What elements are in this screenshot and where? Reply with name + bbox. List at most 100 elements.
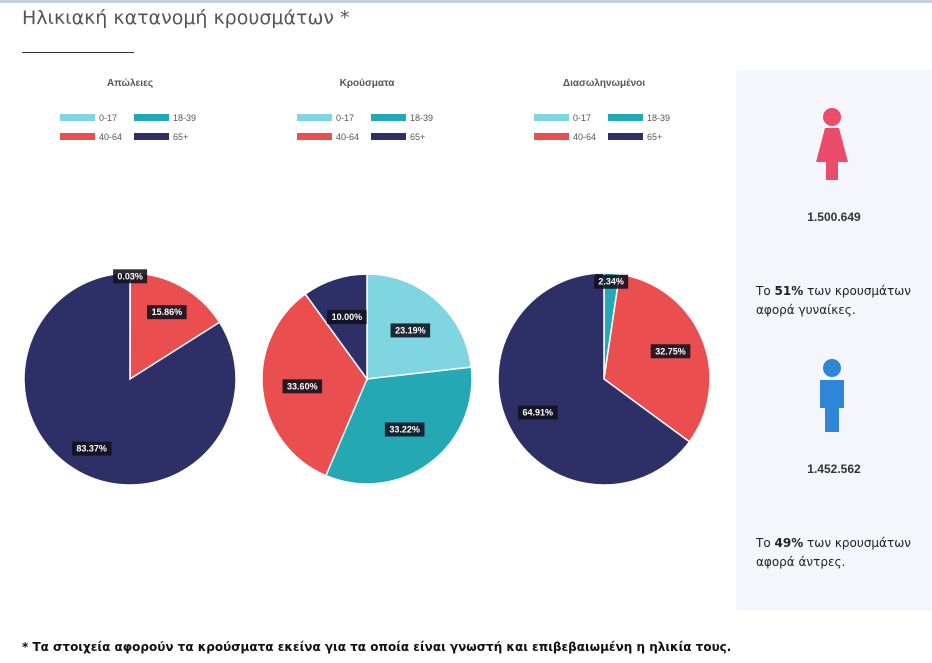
legend-item-40-64[interactable]: 40-64	[60, 132, 126, 142]
female-icon-body	[816, 128, 848, 180]
legend-item-18-39[interactable]: 18-39	[134, 113, 200, 123]
female-percent: 51%	[774, 284, 804, 298]
slice-label-text: 33.22%	[389, 424, 420, 434]
male-desc-suffix: των κρουσμάτων αφορά άντρες.	[756, 536, 911, 569]
legend-swatch	[297, 133, 332, 140]
slice-label-text: 2.34%	[598, 277, 624, 287]
legend-swatch	[608, 114, 643, 121]
legend-label: 65+	[410, 131, 426, 142]
male-description: Το 49% των κρουσμάτων αφορά άντρες.	[756, 534, 926, 572]
male-percent: 49%	[774, 536, 804, 550]
legend-label: 65+	[647, 131, 663, 142]
legend-label: 0-17	[573, 112, 592, 123]
legend-row: 40-64 65+	[489, 127, 719, 146]
legend-label: 18-39	[647, 112, 671, 123]
slice-label-box	[147, 305, 187, 320]
slice-label-text: 0.03%	[117, 271, 143, 281]
legend-swatch	[134, 114, 169, 121]
legend-swatch	[60, 133, 95, 140]
legend-item-40-64[interactable]: 40-64	[297, 132, 363, 142]
slice-label-0-17: 23.19%	[390, 323, 431, 338]
legend-item-18-39[interactable]: 18-39	[608, 113, 674, 123]
chart-title: Απώλειες	[106, 78, 154, 89]
slice-label-text: 23.19%	[395, 325, 426, 335]
legend-item-40-64[interactable]: 40-64	[534, 132, 600, 142]
female-icon	[816, 108, 848, 180]
legend-label: 65+	[173, 131, 189, 142]
slice-label-text: 32.75%	[655, 346, 686, 356]
slice-label-65+: 83.37%	[71, 441, 112, 456]
slice-label-text: 33.60%	[287, 381, 318, 391]
male-desc-prefix: Το	[756, 536, 775, 550]
slice-label-18-39: 2.34%	[594, 274, 629, 289]
legend-label: 40-64	[573, 131, 597, 142]
pie-chart-cases: 23.19% 33.22% 33.60% 10.00%	[261, 273, 473, 485]
slice-label-box	[384, 422, 425, 437]
legend-row: 0-17 18-39	[252, 108, 482, 127]
slice-label-box	[650, 344, 691, 359]
legend-item-65+[interactable]: 65+	[371, 132, 437, 142]
slice-label-box	[390, 323, 431, 338]
slice-label-65+: 10.00%	[327, 310, 367, 325]
chart-deaths: Απώλειες 0-17 18-39 40-64 65+ 0.03% 15.86% 83.3…	[15, 70, 245, 510]
pie-slice-65+[interactable]	[23, 272, 237, 486]
footnote: * Τα στοιχεία αφορούν τα κρούσματα εκείν…	[22, 640, 732, 654]
legend-swatch	[60, 114, 95, 121]
legend-label: 0-17	[99, 112, 118, 123]
legend-item-18-39[interactable]: 18-39	[371, 113, 437, 123]
slice-label-18-39: 33.22%	[384, 422, 425, 437]
legend-item-0-17[interactable]: 0-17	[60, 113, 126, 123]
chart-legend: 0-17 18-39 40-64 65+	[489, 108, 719, 146]
legend-item-65+[interactable]: 65+	[608, 132, 674, 142]
legend-item-0-17[interactable]: 0-17	[534, 113, 600, 123]
slice-label-text: 15.86%	[152, 307, 183, 317]
slice-label-box	[594, 274, 629, 289]
chart-cases: Κρούσματα 0-17 18-39 40-64 65+ 23.19% 33.22% 33…	[252, 70, 482, 510]
chart-legend: 0-17 18-39 40-64 65+	[252, 108, 482, 146]
legend-row: 0-17 18-39	[15, 108, 245, 127]
legend-item-65+[interactable]: 65+	[134, 132, 200, 142]
gender-panel: 1.500.649 Το 51% των κρουσμάτων αφορά γυ…	[736, 70, 932, 611]
legend-swatch	[608, 133, 643, 140]
slice-label-box	[517, 405, 558, 420]
legend-row: 0-17 18-39	[489, 108, 719, 127]
chart-title: Διασωληνωμένοι	[562, 78, 646, 89]
slice-label-18-39: 0.03%	[113, 269, 148, 284]
legend-label: 40-64	[336, 131, 360, 142]
legend-label: 18-39	[410, 112, 434, 123]
pie-slice-65+[interactable]	[304, 273, 368, 382]
pie-slice-65+[interactable]	[497, 272, 691, 486]
legend-label: 40-64	[99, 131, 123, 142]
legend-swatch	[134, 133, 169, 140]
legend-item-0-17[interactable]: 0-17	[297, 113, 363, 123]
title-underline	[22, 52, 134, 53]
legend-swatch	[371, 133, 406, 140]
legend-swatch	[371, 114, 406, 121]
male-count: 1.452.562	[807, 462, 861, 476]
legend-row: 40-64 65+	[15, 127, 245, 146]
legend-swatch	[534, 114, 569, 121]
slice-label-box	[327, 310, 367, 325]
female-desc-prefix: Το	[756, 284, 775, 298]
chart-legend: 0-17 18-39 40-64 65+	[15, 108, 245, 146]
slice-label-box	[113, 269, 148, 284]
slice-label-40-64: 32.75%	[650, 344, 691, 359]
female-icon-head	[823, 108, 841, 126]
page-title: Ηλικιακή κατανομή κρουσμάτων *	[22, 7, 350, 29]
male-icon-head	[823, 359, 841, 377]
slice-label-text: 10.00%	[332, 312, 363, 322]
pie-chart-deaths: 0.03% 15.86% 83.37%	[23, 269, 237, 486]
female-count: 1.500.649	[807, 210, 861, 224]
slice-label-text: 64.91%	[523, 407, 554, 417]
male-icon	[820, 359, 844, 432]
female-description: Το 51% των κρουσμάτων αφορά γυναίκες.	[756, 282, 926, 320]
chart-title: Κρούσματα	[339, 78, 395, 89]
slice-label-40-64: 15.86%	[147, 305, 187, 320]
slice-label-box	[71, 441, 112, 456]
top-border	[0, 0, 932, 3]
slice-label-text: 83.37%	[76, 444, 107, 454]
legend-swatch	[534, 133, 569, 140]
chart-intubated: Διασωληνωμένοι 0-17 18-39 40-64 65+ 2.34% 32.7…	[489, 70, 719, 510]
male-icon-body	[820, 380, 844, 432]
legend-swatch	[297, 114, 332, 121]
